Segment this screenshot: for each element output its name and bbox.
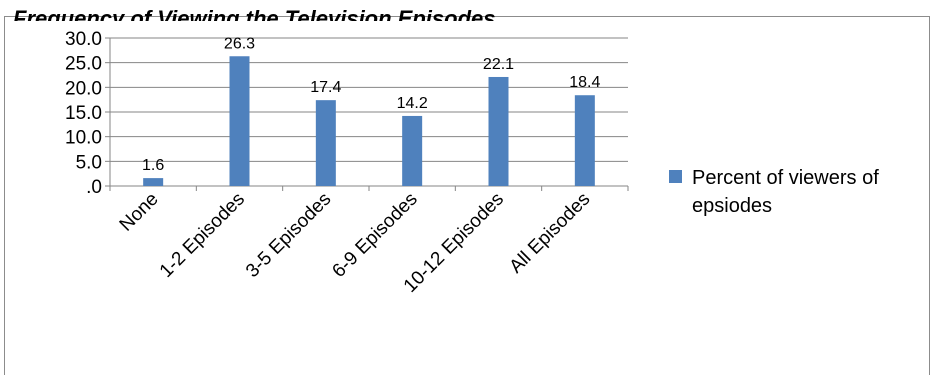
y-tick-label: .0 (86, 177, 102, 198)
axes (105, 37, 629, 191)
x-tick-label: None (116, 189, 163, 236)
bar (229, 56, 250, 187)
y-tick-label: 25.0 (65, 54, 102, 75)
data-label: 14.2 (397, 95, 428, 112)
y-tick-label: 5.0 (76, 152, 102, 173)
legend: Percent of viewers of epsiodes (669, 167, 879, 217)
bar (574, 95, 595, 186)
chart-title: Frequency of Viewing the Television Epis… (13, 6, 496, 21)
x-tick-label: All Episodes (506, 189, 595, 278)
data-label: 18.4 (569, 74, 600, 91)
data-label: 1.6 (142, 157, 164, 174)
chart-frame: Frequency of Viewing the Television Epis… (4, 6, 930, 375)
data-labels: 1.6 26.3 17.4 14.2 22.1 18.4 (142, 35, 600, 174)
x-tick-label: 1-2 Episodes (156, 189, 249, 282)
legend-swatch (669, 170, 682, 183)
gridlines (110, 37, 628, 162)
bar (315, 100, 336, 186)
bar (488, 76, 509, 186)
x-tick-label: 6-9 Episodes (328, 189, 421, 282)
y-tick-labels: .0 5.0 10.0 15.0 20.0 25.0 30.0 (65, 29, 102, 198)
y-tick-label: 10.0 (65, 128, 102, 149)
legend-label: Percent of viewers of epsiodes (692, 167, 879, 217)
bar (402, 115, 423, 186)
data-label: 26.3 (224, 35, 255, 52)
bars (143, 56, 595, 187)
data-label: 22.1 (483, 56, 514, 73)
data-label: 17.4 (310, 79, 341, 96)
y-tick-label: 20.0 (65, 78, 102, 99)
bar (143, 178, 164, 186)
y-tick-label: 30.0 (65, 29, 102, 50)
y-tick-label: 15.0 (65, 103, 102, 124)
x-tick-label: 3-5 Episodes (242, 189, 335, 282)
